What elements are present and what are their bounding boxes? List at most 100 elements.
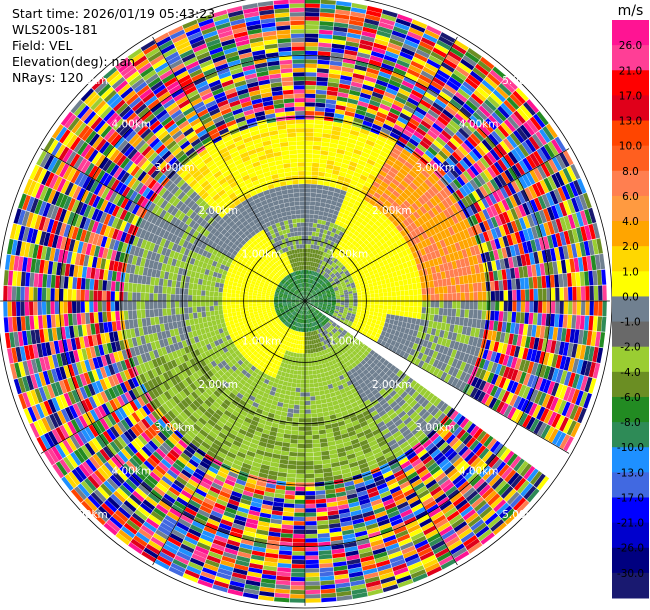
- velocity-gate: [163, 493, 176, 504]
- velocity-gate: [308, 261, 312, 266]
- velocity-gate: [315, 94, 327, 99]
- velocity-gate: [577, 257, 584, 272]
- velocity-gate: [320, 580, 335, 586]
- velocity-gate: [459, 159, 470, 171]
- velocity-gate: [400, 391, 408, 399]
- velocity-gate: [482, 121, 494, 133]
- velocity-gate: [171, 529, 186, 540]
- velocity-gate: [305, 576, 320, 582]
- velocity-gate: [399, 222, 407, 230]
- velocity-gate: [265, 483, 276, 489]
- velocity-gate: [309, 374, 314, 380]
- velocity-gate: [463, 228, 471, 239]
- velocity-gate: [282, 516, 294, 521]
- velocity-gate: [259, 591, 275, 597]
- velocity-gate: [313, 240, 318, 246]
- velocity-gate: [471, 496, 484, 509]
- velocity-gate: [463, 257, 470, 267]
- velocity-gate: [307, 345, 310, 350]
- velocity-gate: [257, 476, 268, 483]
- velocity-gate: [446, 171, 456, 181]
- velocity-gate: [416, 263, 423, 271]
- velocity-gate: [305, 315, 307, 320]
- velocity-gate: [337, 420, 346, 427]
- velocity-gate: [314, 301, 319, 303]
- velocity-gate: [287, 464, 297, 470]
- velocity-gate: [308, 323, 311, 328]
- velocity-gate: [317, 324, 321, 329]
- velocity-gate: [539, 408, 550, 422]
- velocity-gate: [518, 266, 524, 278]
- velocity-gate: [369, 368, 376, 375]
- velocity-gate: [539, 325, 546, 339]
- velocity-gate: [485, 310, 491, 320]
- velocity-gate: [308, 357, 312, 362]
- velocity-gate: [311, 240, 315, 245]
- velocity-gate: [438, 555, 454, 566]
- velocity-gate: [367, 459, 378, 467]
- velocity-gate: [440, 230, 448, 239]
- velocity-gate: [470, 457, 482, 469]
- velocity-gate: [518, 359, 526, 372]
- velocity-gate: [302, 345, 305, 350]
- velocity-gate: [475, 481, 488, 493]
- velocity-gate: [341, 265, 346, 271]
- velocity-gate: [307, 314, 309, 319]
- velocity-gate: [533, 473, 546, 488]
- velocity-gate: [320, 288, 325, 292]
- velocity-gate: [319, 264, 323, 270]
- velocity-gate: [305, 572, 320, 577]
- velocity-gate: [547, 175, 557, 190]
- velocity-gate: [366, 202, 374, 210]
- velocity-gate: [392, 367, 400, 375]
- velocity-gate: [490, 301, 495, 311]
- velocity-gate: [305, 136, 314, 141]
- velocity-gate: [346, 246, 352, 253]
- velocity-gate: [376, 316, 382, 322]
- velocity-gate: [344, 400, 351, 407]
- velocity-gate: [374, 417, 383, 425]
- velocity-gate: [308, 314, 310, 319]
- velocity-gate: [326, 432, 334, 438]
- velocity-gate: [524, 277, 530, 289]
- velocity-gate: [324, 107, 335, 113]
- velocity-gate: [293, 352, 297, 358]
- velocity-gate: [256, 480, 267, 487]
- velocity-gate: [249, 375, 256, 382]
- velocity-gate: [360, 248, 366, 255]
- velocity-gate: [565, 183, 575, 199]
- velocity-gate: [486, 229, 494, 241]
- velocity-gate: [414, 429, 424, 439]
- velocity-gate: [211, 442, 221, 451]
- velocity-gate: [376, 210, 384, 217]
- velocity-gate: [432, 194, 442, 204]
- velocity-gate: [468, 256, 474, 266]
- velocity-gate: [555, 287, 560, 301]
- velocity-gate: [283, 503, 295, 508]
- velocity-gate: [262, 392, 270, 399]
- velocity-gate: [482, 231, 490, 242]
- velocity-gate: [399, 229, 407, 237]
- velocity-gate: [420, 346, 427, 354]
- velocity-gate: [510, 322, 516, 334]
- velocity-gate: [439, 112, 452, 123]
- velocity-gate: [328, 285, 333, 289]
- velocity-gate: [182, 539, 197, 550]
- velocity-gate: [389, 182, 398, 190]
- velocity-gate: [288, 399, 295, 405]
- velocity-gate: [328, 69, 341, 75]
- velocity-gate: [310, 308, 314, 313]
- velocity-gate: [475, 525, 490, 538]
- velocity-gate: [378, 271, 384, 277]
- velocity-gate: [349, 397, 357, 404]
- velocity-gate: [318, 323, 322, 328]
- velocity-gate: [397, 183, 406, 192]
- velocity-gate: [396, 270, 402, 276]
- velocity-gate: [339, 319, 345, 323]
- velocity-gate: [316, 254, 320, 259]
- velocity-gate: [305, 349, 308, 354]
- velocity-gate: [460, 484, 473, 496]
- velocity-gate: [305, 581, 320, 586]
- velocity-gate: [201, 477, 213, 486]
- velocity-gate: [378, 409, 387, 417]
